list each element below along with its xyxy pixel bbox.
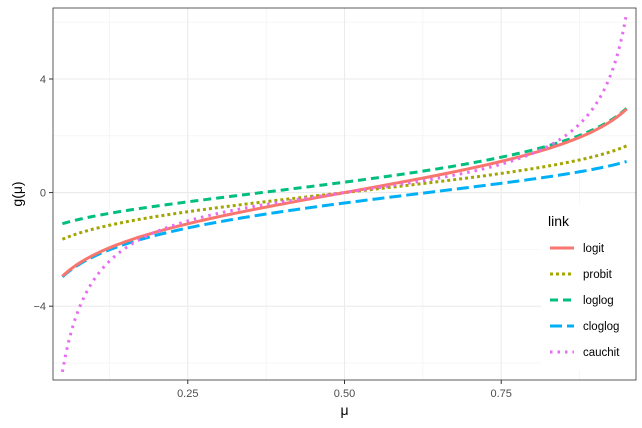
- x-tick-label: 0.50: [334, 388, 355, 400]
- x-tick-label: 0.75: [491, 388, 512, 400]
- y-tick-label: −4: [33, 301, 46, 313]
- series-line-loglog: [61, 107, 628, 226]
- legend-background: [541, 205, 635, 370]
- y-axis-title: g(μ): [9, 181, 25, 206]
- series-line-cauchit: [60, 13, 629, 373]
- y-tick-label: 0: [40, 188, 46, 200]
- series-lines: [60, 13, 629, 373]
- x-axis-title: μ: [340, 402, 348, 418]
- legend-title: link: [548, 213, 570, 229]
- axis-ticks: 0.25 0.50 0.75 −4 0 4: [33, 74, 511, 400]
- series-line-cloglog: [61, 159, 628, 279]
- legend-label-probit: probit: [583, 269, 613, 281]
- legend-label-cauchit: cauchit: [583, 347, 620, 359]
- x-tick-label: 0.25: [177, 388, 198, 400]
- legend-label-cloglog: cloglog: [583, 321, 619, 333]
- series-line-probit: [61, 144, 628, 241]
- y-tick-label: 4: [40, 74, 46, 86]
- legend: link logit probit loglog cloglog cauchit: [541, 205, 635, 370]
- legend-label-loglog: loglog: [583, 295, 614, 307]
- legend-label-logit: logit: [583, 243, 605, 255]
